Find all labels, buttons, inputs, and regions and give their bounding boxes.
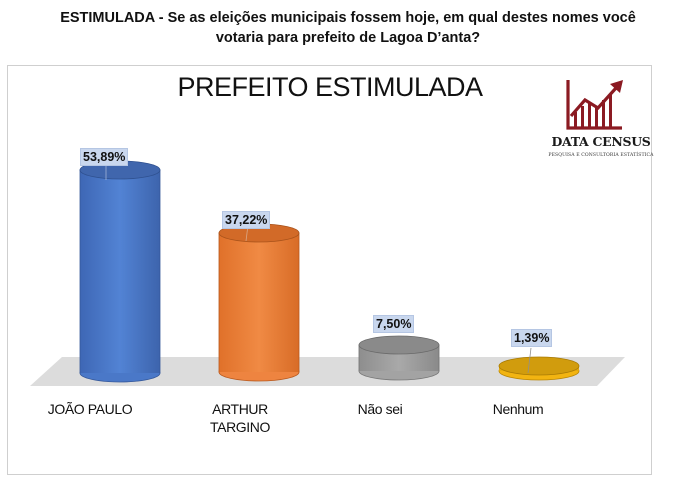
question-line-1: ESTIMULADA - Se as eleições municipais f… xyxy=(60,10,636,26)
x-label-joao-paulo: JOÃO PAULO xyxy=(47,401,133,417)
bar-nenhum xyxy=(498,347,580,381)
value-label-nao-sei: 7,50% xyxy=(373,315,415,333)
x-label-nenhum: Nenhum xyxy=(492,401,544,417)
bar-nao-sei xyxy=(358,335,440,381)
x-label-arthur-targino: ARTHUR TARGINO xyxy=(210,401,270,435)
survey-question: ESTIMULADA - Se as eleições municipais f… xyxy=(0,8,696,48)
question-line-2: votaria para prefeito de Lagoa D’anta? xyxy=(215,30,481,46)
x-label-nao-sei: Não sei xyxy=(357,401,403,417)
logo-name: DATA CENSUS xyxy=(551,134,651,149)
logo-subtitle: PESQUISA E CONSULTORIA ESTATÍSTICA xyxy=(548,153,654,158)
rising-bar-chart-arrow-icon xyxy=(566,80,623,130)
chart-floor xyxy=(30,357,625,386)
bar-arthur-targino xyxy=(218,223,300,382)
value-label-nenhum: 1,39% xyxy=(511,329,553,347)
value-label-joao-paulo: 53,89% xyxy=(80,148,129,166)
bar-joao-paulo xyxy=(79,160,161,383)
value-label-arthur-targino: 37,22% xyxy=(222,211,271,229)
chart-title: PREFEITO ESTIMULADA xyxy=(177,72,483,102)
